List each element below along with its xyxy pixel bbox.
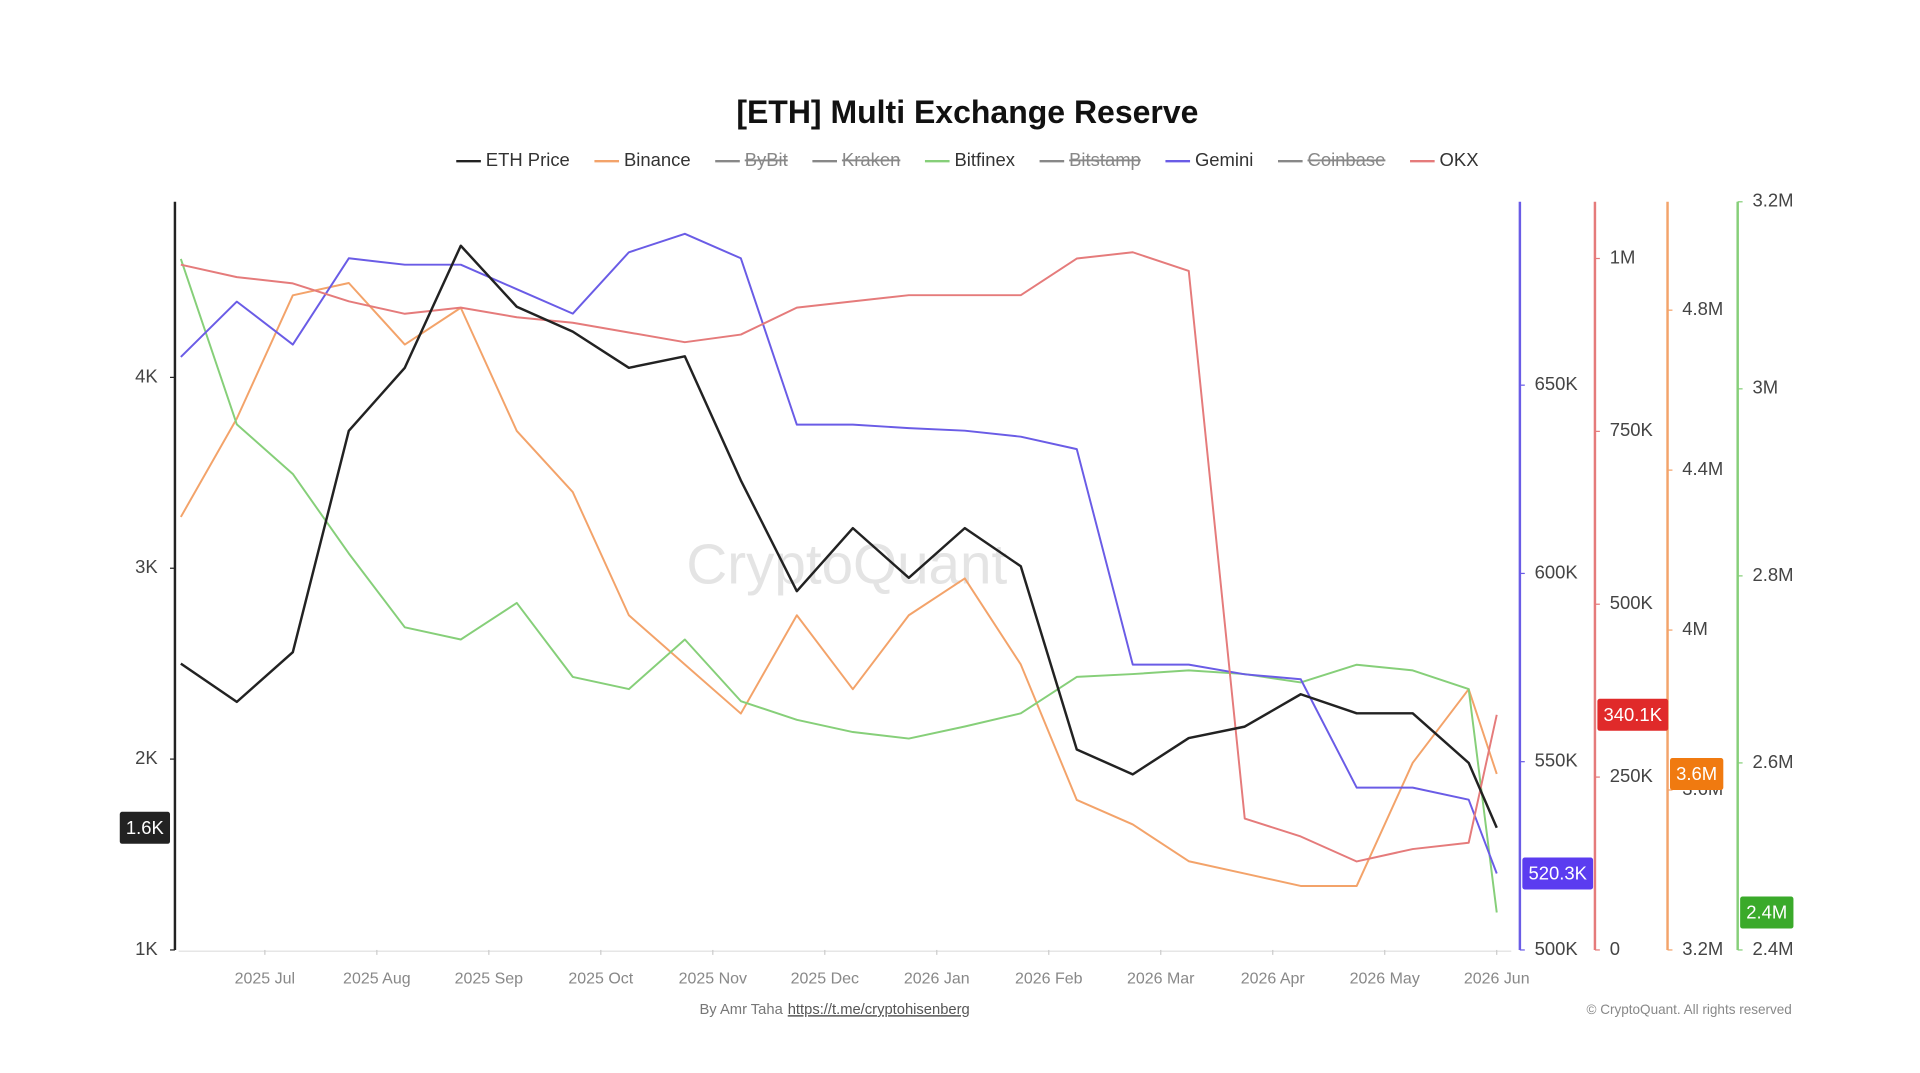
y-tick-label: 650K: [1535, 373, 1579, 394]
x-tick-label: 2026 Mar: [1127, 971, 1195, 988]
y-tick-label: 4K: [135, 365, 158, 386]
y-tick-label: 3.2M: [1682, 938, 1723, 959]
legend-label: ETH Price: [486, 149, 570, 170]
y-tick-label: 1K: [135, 938, 158, 959]
last-value-badge: 340.1K: [1597, 698, 1669, 731]
legend-label: Gemini: [1195, 149, 1253, 170]
badge-box: [119, 811, 171, 844]
y-tick-label: 500K: [1535, 938, 1579, 959]
y-tick-label: 2K: [135, 747, 158, 768]
x-tick-label: 2026 May: [1350, 971, 1420, 988]
last-value-badge: 3.6M: [1670, 758, 1724, 791]
copyright: © CryptoQuant. All rights reserved: [1587, 1002, 1792, 1017]
x-tick-label: 2025 Sep: [455, 971, 524, 988]
badge-box: [1597, 698, 1669, 731]
legend-label: Kraken: [842, 149, 900, 170]
watermark: CryptoQuant: [686, 532, 1007, 595]
y-tick-label: 2.8M: [1752, 564, 1793, 585]
x-tick-label: 2026 Apr: [1241, 971, 1306, 988]
credit-link[interactable]: https://t.me/cryptohisenberg: [788, 1002, 970, 1018]
legend-label: Bitfinex: [954, 149, 1015, 170]
y-tick-label: 4M: [1682, 618, 1708, 639]
series-line: [180, 244, 1498, 829]
legend-label: OKX: [1440, 149, 1479, 170]
y-tick-label: 4.8M: [1682, 298, 1723, 319]
x-tick-label: 2025 Oct: [568, 971, 633, 988]
x-tick-label: 2025 Dec: [791, 971, 859, 988]
y-tick-label: 250K: [1610, 765, 1654, 786]
y-tick-label: 3M: [1752, 377, 1778, 398]
x-tick-label: 2026 Feb: [1015, 971, 1083, 988]
y-tick-label: 2.4M: [1752, 938, 1793, 959]
x-tick-label: 2026 Jan: [904, 971, 970, 988]
y-tick-label: 2.6M: [1752, 751, 1793, 772]
y-tick-label: 3.2M: [1752, 190, 1793, 211]
badge-box: [1522, 857, 1594, 890]
y-tick-label: 600K: [1535, 561, 1579, 582]
badge-box: [1670, 758, 1724, 791]
badge-label: 520.3K: [1528, 863, 1587, 884]
badge-label: 340.1K: [1604, 704, 1663, 725]
y-tick-label: 3K: [135, 556, 158, 577]
y-tick-label: 550K: [1535, 750, 1579, 771]
legend-label: Bitstamp: [1069, 149, 1141, 170]
x-tick-label: 2025 Jul: [235, 971, 295, 988]
badge-box: [1740, 896, 1794, 929]
badge-label: 2.4M: [1746, 902, 1787, 923]
series-line: [180, 251, 1498, 863]
y-tick-label: 750K: [1610, 419, 1654, 440]
series-line: [179, 258, 1498, 913]
y-tick-label: 0: [1610, 938, 1620, 959]
last-value-badge: 2.4M: [1740, 896, 1794, 929]
x-tick-label: 2026 Jun: [1464, 971, 1530, 988]
x-tick-label: 2025 Aug: [343, 971, 411, 988]
last-value-badge: 520.3K: [1522, 857, 1594, 890]
series-line: [179, 282, 1498, 887]
legend: ETH Price Binance ByBit Kraken Bitfinex Bitst…: [456, 149, 1479, 170]
last-value-badge: 1.6K: [119, 811, 171, 844]
y-tick-label: 500K: [1610, 592, 1654, 613]
legend-label: ByBit: [745, 149, 788, 170]
chart-title: [ETH] Multi Exchange Reserve: [736, 94, 1198, 130]
legend-label: Binance: [624, 149, 691, 170]
series-line: [180, 232, 1498, 874]
y-tick-label: 1M: [1610, 246, 1636, 267]
x-tick-label: 2025 Nov: [679, 971, 747, 988]
badge-label: 3.6M: [1676, 763, 1717, 784]
legend-label: Coinbase: [1308, 149, 1386, 170]
y-tick-label: 4.4M: [1682, 458, 1723, 479]
badge-label: 1.6K: [126, 817, 165, 838]
credit: By Amr Taha: [699, 1002, 783, 1018]
